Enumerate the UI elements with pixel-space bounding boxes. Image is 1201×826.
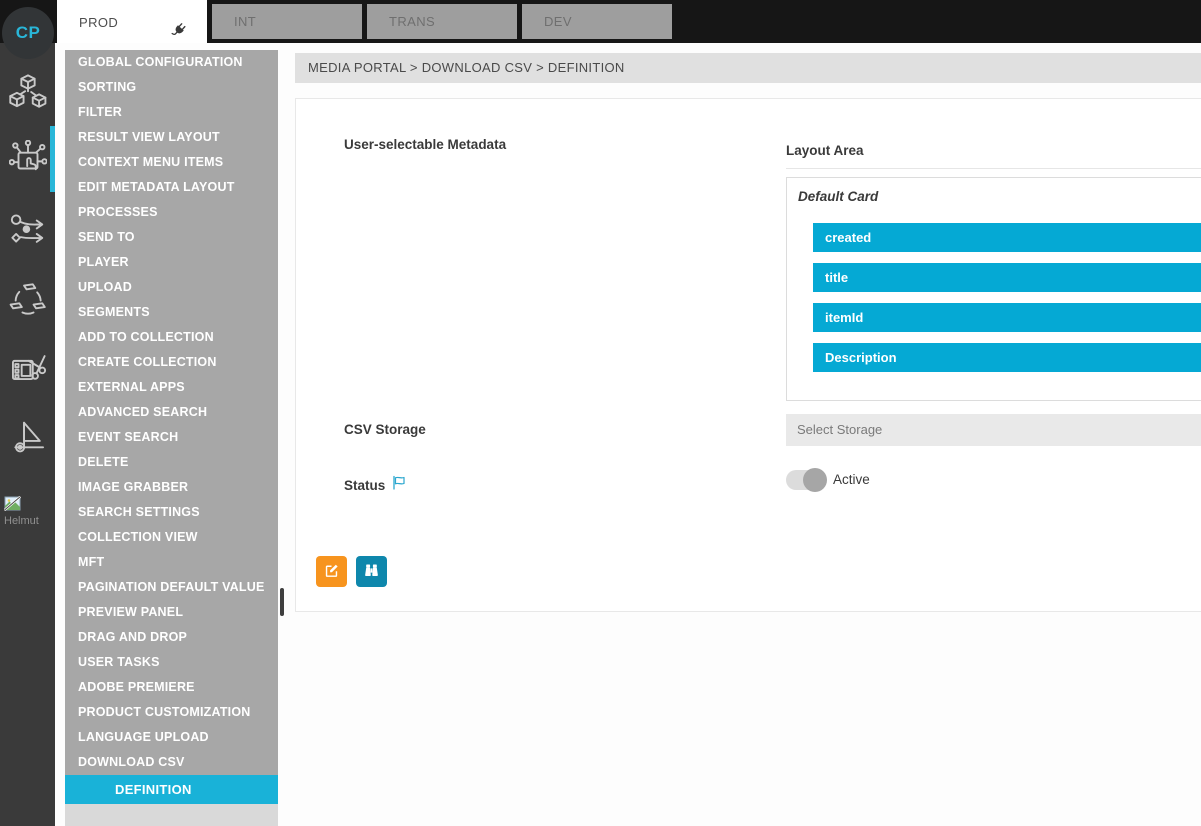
- edit-button[interactable]: [316, 556, 347, 587]
- csv-storage-label: CSV Storage: [344, 422, 426, 437]
- definition-settings-card: User-selectable Metadata Layout Area Def…: [295, 98, 1201, 612]
- sidebar-item[interactable]: PRODUCT CUSTOMIZATION: [65, 700, 278, 725]
- tab-prod-label: PROD: [79, 15, 119, 30]
- icon-rail: Helmut: [0, 43, 55, 826]
- status-label: Status: [344, 477, 386, 493]
- layout-area-label: Layout Area: [786, 143, 864, 158]
- layout-field-chip[interactable]: created: [813, 223, 1201, 252]
- status-value: Active: [833, 472, 870, 487]
- sidebar-item[interactable]: EDIT METADATA LAYOUT: [65, 175, 278, 200]
- tab-dev[interactable]: DEV: [522, 4, 672, 39]
- sidebar-item[interactable]: SEARCH SETTINGS: [65, 500, 278, 525]
- flag-icon: [392, 475, 406, 495]
- sidebar-item[interactable]: USER TASKS: [65, 650, 278, 675]
- sidebar-item[interactable]: IMAGE GRABBER: [65, 475, 278, 500]
- sidebar-item[interactable]: GLOBAL CONFIGURATION: [65, 50, 278, 75]
- status-toggle[interactable]: [786, 468, 827, 492]
- plug-icon: [170, 12, 187, 57]
- status-label-row: Status: [344, 475, 406, 495]
- sidebar-item[interactable]: ADVANCED SEARCH: [65, 400, 278, 425]
- config-sidebar: GLOBAL CONFIGURATION SORTING FILTER RESU…: [65, 50, 278, 826]
- default-card-title: Default Card: [798, 189, 879, 204]
- sidebar-item[interactable]: CONTEXT MENU ITEMS: [65, 150, 278, 175]
- layout-field-chip[interactable]: itemId: [813, 303, 1201, 332]
- sidebar-item[interactable]: DRAG AND DROP: [65, 625, 278, 650]
- layout-field-chip[interactable]: title: [813, 263, 1201, 292]
- rail-active-indicator: [50, 126, 55, 192]
- sidebar-item[interactable]: CREATE COLLECTION: [65, 350, 278, 375]
- sidebar-scrollbar-thumb[interactable]: [280, 588, 284, 616]
- layout-field-list: created title itemId Description: [813, 223, 1201, 383]
- edit-pencil-icon: [323, 562, 340, 582]
- sidebar-item[interactable]: RESULT VIEW LAYOUT: [65, 125, 278, 150]
- sidebar-item[interactable]: SEGMENTS: [65, 300, 278, 325]
- user-selectable-metadata-label: User-selectable Metadata: [344, 137, 507, 152]
- sidebar-item[interactable]: COLLECTION VIEW: [65, 525, 278, 550]
- sidebar-item[interactable]: FILTER: [65, 100, 278, 125]
- sidebar-item[interactable]: MFT: [65, 550, 278, 575]
- layout-field-chip[interactable]: Description: [813, 343, 1201, 372]
- tab-int[interactable]: INT: [212, 4, 362, 39]
- binoculars-icon: [363, 562, 380, 582]
- broken-image-icon: Helmut: [3, 495, 54, 527]
- sidebar-item[interactable]: DELETE: [65, 450, 278, 475]
- avatar[interactable]: CP: [2, 7, 54, 59]
- sidebar-item[interactable]: EVENT SEARCH: [65, 425, 278, 450]
- status-toggle-knob: [803, 468, 827, 492]
- portal-config-touch-icon[interactable]: [8, 139, 48, 178]
- breadcrumb: MEDIA PORTAL > DOWNLOAD CSV > DEFINITION: [295, 53, 1201, 83]
- broken-image-alt-text: Helmut: [4, 515, 39, 527]
- action-buttons: [316, 556, 387, 587]
- sidebar-item[interactable]: PAGINATION DEFAULT VALUE: [65, 575, 278, 600]
- sidebar-item[interactable]: DOWNLOAD CSV: [65, 750, 278, 775]
- sidebar-item[interactable]: SORTING: [65, 75, 278, 100]
- sidebar-item[interactable]: PROCESSES: [65, 200, 278, 225]
- sidebar-item[interactable]: PREVIEW PANEL: [65, 600, 278, 625]
- sidebar-item[interactable]: SEND TO: [65, 225, 278, 250]
- sidebar-item[interactable]: ADD TO COLLECTION: [65, 325, 278, 350]
- sidebar-item[interactable]: UPLOAD: [65, 275, 278, 300]
- sidebar-item[interactable]: PLAYER: [65, 250, 278, 275]
- csv-storage-select[interactable]: Select Storage: [786, 414, 1201, 446]
- layout-area-divider: [786, 168, 1201, 169]
- tab-prod[interactable]: PROD: [57, 0, 207, 43]
- sidebar-items: GLOBAL CONFIGURATION SORTING FILTER RESU…: [65, 50, 278, 775]
- tab-trans[interactable]: TRANS: [367, 4, 517, 39]
- preview-button[interactable]: [356, 556, 387, 587]
- render-flag-icon[interactable]: [9, 418, 47, 456]
- sidebar-item[interactable]: ADOBE PREMIERE: [65, 675, 278, 700]
- video-editing-scissors-icon[interactable]: [9, 349, 47, 387]
- sidebar-item[interactable]: EXTERNAL APPS: [65, 375, 278, 400]
- sync-cycle-icon[interactable]: [9, 280, 47, 318]
- sidebar-item[interactable]: LANGUAGE UPLOAD: [65, 725, 278, 750]
- sidebar-subitem-definition[interactable]: DEFINITION: [65, 775, 278, 804]
- modules-cubes-icon[interactable]: [9, 73, 47, 111]
- workflow-icon[interactable]: [9, 211, 47, 249]
- default-card-panel: Default Card created title itemId Descri…: [786, 177, 1201, 401]
